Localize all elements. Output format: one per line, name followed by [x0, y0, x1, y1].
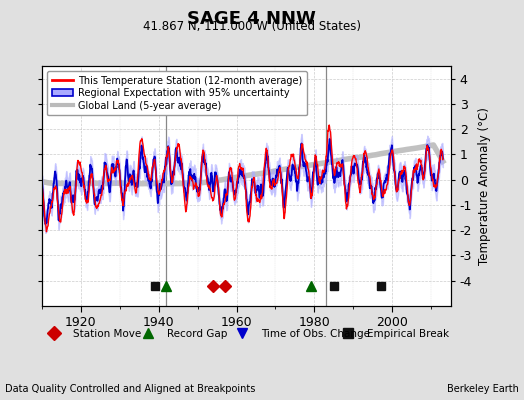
Text: Data Quality Controlled and Aligned at Breakpoints: Data Quality Controlled and Aligned at B… [5, 384, 256, 394]
Text: Berkeley Earth: Berkeley Earth [447, 384, 519, 394]
Text: SAGE 4 NNW: SAGE 4 NNW [187, 10, 316, 28]
Y-axis label: Temperature Anomaly (°C): Temperature Anomaly (°C) [477, 107, 490, 265]
Text: Empirical Break: Empirical Break [367, 329, 449, 339]
Text: Time of Obs. Change: Time of Obs. Change [260, 329, 369, 339]
Legend: This Temperature Station (12-month average), Regional Expectation with 95% uncer: This Temperature Station (12-month avera… [47, 71, 307, 116]
Text: Record Gap: Record Gap [167, 329, 227, 339]
Text: Station Move: Station Move [72, 329, 141, 339]
Text: 41.867 N, 111.000 W (United States): 41.867 N, 111.000 W (United States) [143, 20, 361, 33]
